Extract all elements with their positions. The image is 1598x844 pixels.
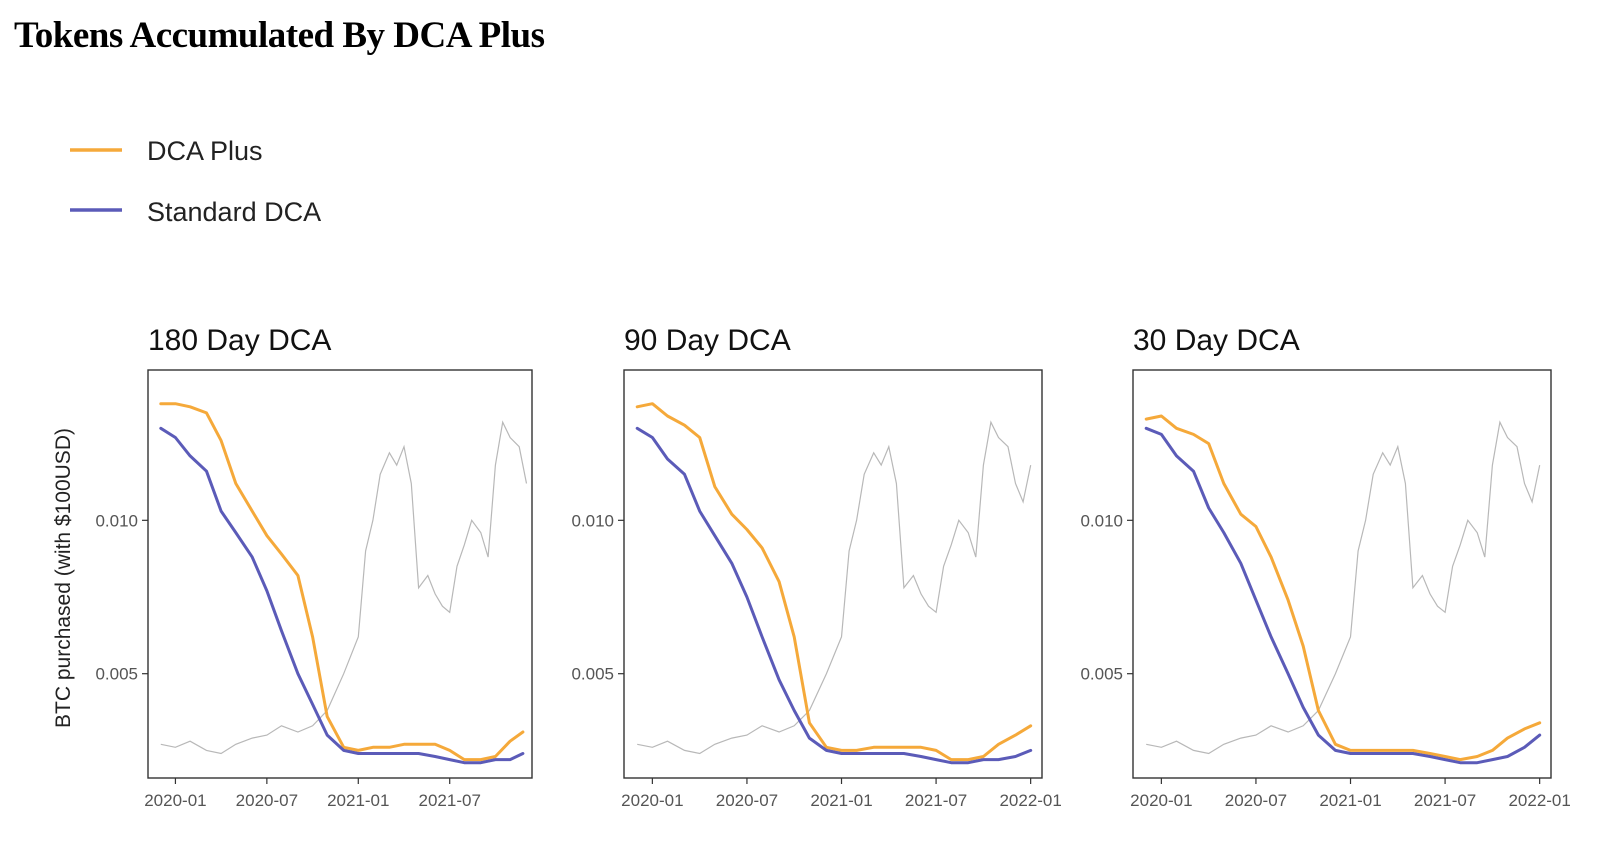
y-tick-label-30-day-dca: 0.005 (1080, 665, 1123, 684)
panel-90-day-dca: 90 Day DCA 0.005 0.010 2020-01 2020-07 2021-0… (571, 324, 1061, 810)
x-tick-label-90-day-dca: 2020-01 (621, 791, 683, 810)
x-tick-label-30-day-dca: 2022-01 (1508, 791, 1570, 810)
series-line-standard-dca-180-day-dca (159, 426, 525, 765)
y-tick-label-90-day-dca: 0.005 (571, 665, 614, 684)
x-tick-label-30-day-dca: 2021-01 (1319, 791, 1381, 810)
panel-frame-90-day-dca (623, 369, 1043, 779)
y-tick-label-90-day-dca: 0.010 (571, 511, 614, 530)
price-line-90-day-dca (637, 420, 1032, 755)
panel-30-day-dca: 30 Day DCA 0.005 0.010 2020-01 2020-07 2021-0… (1080, 324, 1570, 810)
series-line-standard-dca-30-day-dca (1144, 426, 1542, 765)
x-tick-label-90-day-dca: 2020-07 (716, 791, 778, 810)
panel-title-30-day-dca: 30 Day DCA (1133, 324, 1300, 357)
x-tick-label-30-day-dca: 2020-07 (1225, 791, 1287, 810)
x-tick-label-180-day-dca: 2020-01 (144, 791, 206, 810)
y-axis-label: BTC purchased (with $100USD) (52, 428, 75, 728)
legend-label-standard-dca: Standard DCA (147, 197, 321, 227)
series-line-dca-plus-30-day-dca (1144, 414, 1542, 762)
x-tick-label-90-day-dca: 2021-07 (905, 791, 967, 810)
x-tick-label-90-day-dca: 2022-01 (999, 791, 1061, 810)
x-tick-label-180-day-dca: 2021-07 (419, 791, 481, 810)
y-tick-label-30-day-dca: 0.010 (1080, 511, 1123, 530)
x-tick-label-30-day-dca: 2021-07 (1414, 791, 1476, 810)
series-line-dca-plus-90-day-dca (635, 402, 1033, 762)
series-line-dca-plus-180-day-dca (159, 402, 525, 762)
y-tick-label-180-day-dca: 0.010 (95, 511, 138, 530)
x-tick-label-180-day-dca: 2021-01 (327, 791, 389, 810)
price-line-30-day-dca (1146, 420, 1541, 755)
panel-title-90-day-dca: 90 Day DCA (624, 324, 791, 357)
series-line-standard-dca-90-day-dca (635, 426, 1033, 765)
x-tick-label-90-day-dca: 2021-01 (810, 791, 872, 810)
price-line-180-day-dca (160, 420, 528, 755)
x-tick-label-30-day-dca: 2020-01 (1130, 791, 1192, 810)
legend: DCA Plus Standard DCA (70, 136, 321, 227)
x-tick-label-180-day-dca: 2020-07 (236, 791, 298, 810)
panel-frame-180-day-dca (147, 369, 533, 779)
legend-label-dca-plus: DCA Plus (147, 136, 263, 166)
page-title: Tokens Accumulated By DCA Plus (14, 15, 545, 56)
panel-frame-30-day-dca (1132, 369, 1552, 779)
panels: 180 Day DCA 0.005 0.010 2020-01 2020-07 2021-… (95, 324, 1570, 810)
y-tick-label-180-day-dca: 0.005 (95, 665, 138, 684)
panel-title-180-day-dca: 180 Day DCA (148, 324, 331, 357)
panel-180-day-dca: 180 Day DCA 0.005 0.010 2020-01 2020-07 2021-… (95, 324, 533, 810)
